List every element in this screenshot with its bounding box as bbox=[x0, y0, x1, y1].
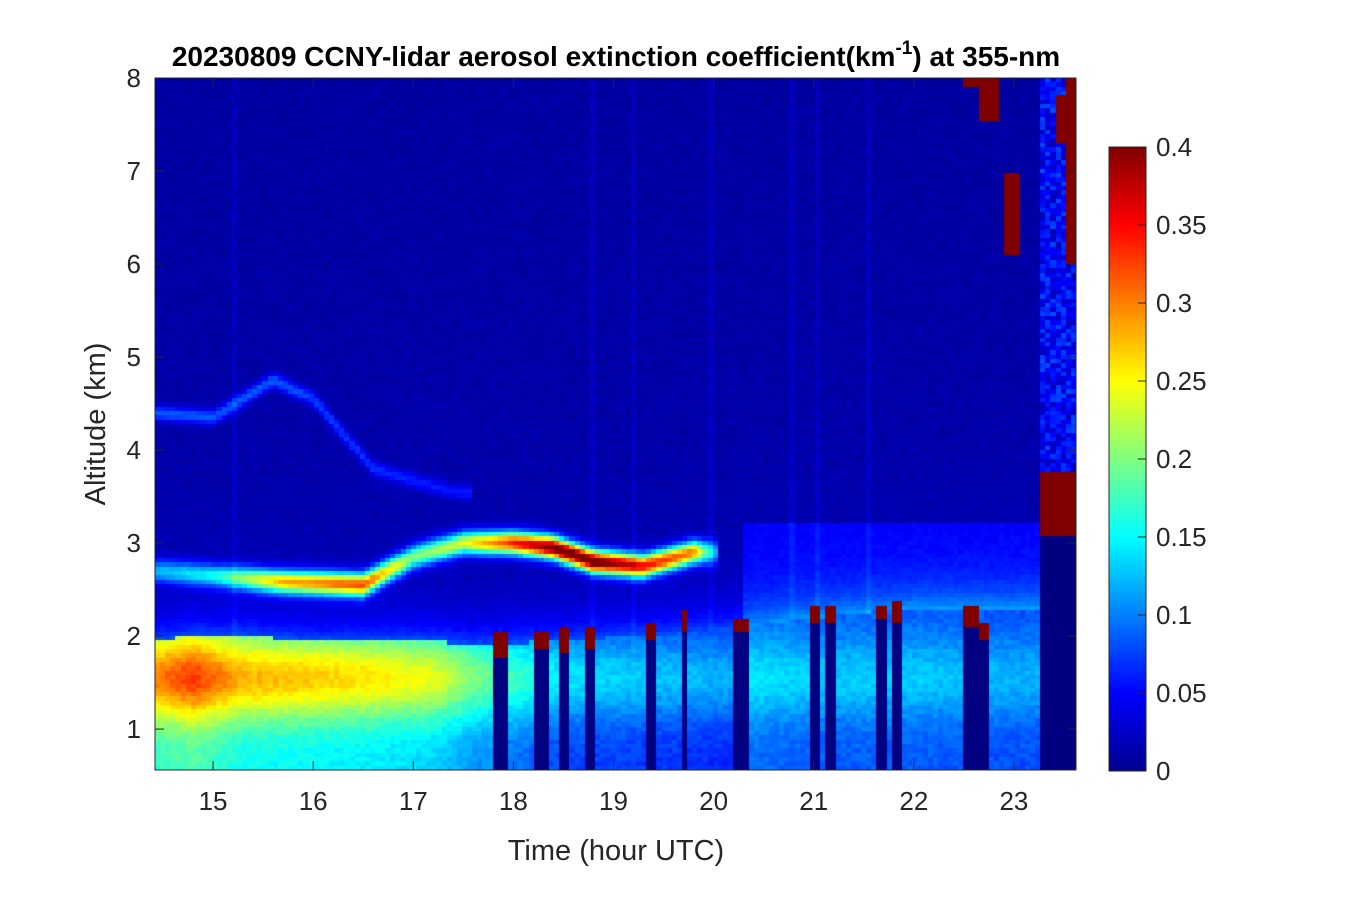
x-tick-label: 19 bbox=[599, 786, 628, 816]
colorbar-tick-label: 0.15 bbox=[1156, 522, 1207, 552]
plot-frame bbox=[154, 77, 1077, 771]
colorbar-tick-label: 0.1 bbox=[1156, 600, 1192, 630]
x-axis-label: Time (hour UTC) bbox=[508, 835, 724, 867]
colorbar-tick-label: 0.4 bbox=[1156, 132, 1192, 162]
y-tick-label: 2 bbox=[127, 621, 141, 651]
y-axis: 1 2 3 4 5 6 7 8 bbox=[127, 63, 1076, 744]
y-tick-label: 5 bbox=[127, 342, 141, 372]
chart-title-main: 20230809 CCNY-lidar aerosol extinction c… bbox=[172, 41, 896, 72]
x-tick-label: 22 bbox=[899, 786, 928, 816]
colorbar-axis: 0 0.05 0.1 0.15 0.2 0.25 0.3 0.35 0.4 bbox=[1138, 132, 1207, 786]
y-tick-label: 3 bbox=[127, 528, 141, 558]
chart-title-tail: ) at 355-nm bbox=[912, 41, 1060, 72]
heatmap-canvas bbox=[155, 78, 1076, 770]
heatmap-area bbox=[155, 78, 1076, 770]
x-tick-label: 18 bbox=[499, 786, 528, 816]
y-tick-label: 7 bbox=[127, 156, 141, 186]
x-tick-label: 21 bbox=[799, 786, 828, 816]
y-axis-label: Altitude (km) bbox=[80, 343, 112, 506]
x-tick-label: 16 bbox=[299, 786, 328, 816]
x-tick-label: 20 bbox=[699, 786, 728, 816]
x-tick-label: 15 bbox=[199, 786, 228, 816]
colorbar-tick-label: 0.3 bbox=[1156, 288, 1192, 318]
colorbar-tick-label: 0.35 bbox=[1156, 210, 1207, 240]
colorbar-tick-label: 0 bbox=[1156, 756, 1170, 786]
y-tick-label: 1 bbox=[127, 714, 141, 744]
colorbar-tick-label: 0.05 bbox=[1156, 678, 1207, 708]
colorbar-tick-label: 0.2 bbox=[1156, 444, 1192, 474]
y-tick-label: 8 bbox=[127, 63, 141, 93]
x-tick-label: 17 bbox=[399, 786, 428, 816]
y-tick-label: 6 bbox=[127, 249, 141, 279]
colorbar-tick-label: 0.25 bbox=[1156, 366, 1207, 396]
chart-title-superscript: -1 bbox=[895, 38, 912, 59]
chart-title: 20230809 CCNY-lidar aerosol extinction c… bbox=[172, 38, 1060, 72]
x-tick-label: 23 bbox=[999, 786, 1028, 816]
y-tick-label: 4 bbox=[127, 435, 141, 465]
x-axis: 15 16 17 18 19 20 21 22 23 bbox=[199, 78, 1028, 816]
